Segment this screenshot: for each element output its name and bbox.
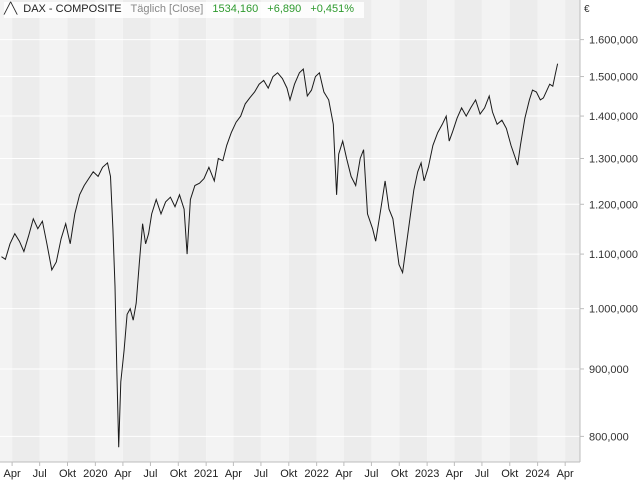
time-band <box>399 0 428 462</box>
chart-header: ╱╲ DAX - COMPOSITE Täglich [Close] 1534,1… <box>4 2 365 18</box>
time-band <box>316 0 344 462</box>
time-band <box>233 0 261 462</box>
time-band <box>150 0 179 462</box>
x-tick-label: Okt <box>280 468 297 480</box>
x-axis-ticks: Apr Jul Okt 2020 Apr Jul Okt 2021 Apr Jul Okt 2022 A… <box>4 462 574 480</box>
x-tick-label: Apr <box>114 468 131 480</box>
last-price: 1534,160 <box>212 3 259 15</box>
time-band <box>565 0 580 462</box>
x-tick-label: Jul <box>254 468 268 480</box>
chart-mode: Täglich [Close] <box>130 3 204 15</box>
time-band <box>95 0 123 462</box>
time-bands <box>0 0 580 462</box>
x-tick-label: Apr <box>446 468 463 480</box>
line-chart-icon: ╱╲ <box>4 3 18 15</box>
instrument-name: DAX - COMPOSITE <box>23 3 122 15</box>
y-tick-label: 1.200,000 <box>589 199 638 211</box>
x-tick-label: Jul <box>475 468 489 480</box>
time-band <box>371 0 400 462</box>
time-band <box>206 0 234 462</box>
time-band <box>481 0 510 462</box>
time-band <box>427 0 455 462</box>
time-band <box>509 0 538 462</box>
y-tick-label: 1.500,000 <box>589 72 638 84</box>
x-tick-label: Jul <box>143 468 157 480</box>
price-change-percent: +0,451% <box>310 3 355 15</box>
horizontal-gridlines <box>0 39 580 437</box>
time-band <box>12 0 40 462</box>
x-tick-label: Jul <box>33 468 47 480</box>
x-tick-label: Okt <box>59 468 76 480</box>
price-line[interactable] <box>1 63 559 448</box>
x-tick-label: 2024 <box>525 468 549 480</box>
x-tick-label: Apr <box>225 468 242 480</box>
x-tick-label: Apr <box>4 468 21 480</box>
time-band <box>122 0 151 462</box>
y-axis-unit: € <box>584 4 590 15</box>
x-tick-label: 2020 <box>83 468 107 480</box>
x-tick-label: Okt <box>501 468 518 480</box>
time-band <box>537 0 566 462</box>
time-band <box>454 0 482 462</box>
x-tick-label: Okt <box>391 468 408 480</box>
y-tick-label: 800,000 <box>589 431 629 443</box>
x-tick-label: Jul <box>364 468 378 480</box>
y-tick-label: 1.100,000 <box>589 249 638 261</box>
y-tick-label: 1.400,000 <box>589 111 638 123</box>
y-tick-label: 900,000 <box>589 364 629 376</box>
x-tick-label: Okt <box>170 468 187 480</box>
y-axis-ticks: 1.600,000 1.500,000 1.400,000 1.300,000 1.20… <box>580 35 638 443</box>
y-tick-label: 1.000,000 <box>589 304 638 316</box>
price-change: +6,890 <box>267 3 302 15</box>
y-tick-label: 1.300,000 <box>589 153 638 165</box>
time-band <box>178 0 207 462</box>
x-tick-label: Apr <box>335 468 352 480</box>
time-band <box>0 0 13 462</box>
x-tick-label: 2022 <box>304 468 328 480</box>
x-tick-label: 2023 <box>415 468 439 480</box>
time-band <box>260 0 289 462</box>
y-tick-label: 1.600,000 <box>589 35 638 47</box>
x-tick-label: 2021 <box>194 468 218 480</box>
time-band <box>343 0 372 462</box>
x-tick-label: Apr <box>557 468 574 480</box>
